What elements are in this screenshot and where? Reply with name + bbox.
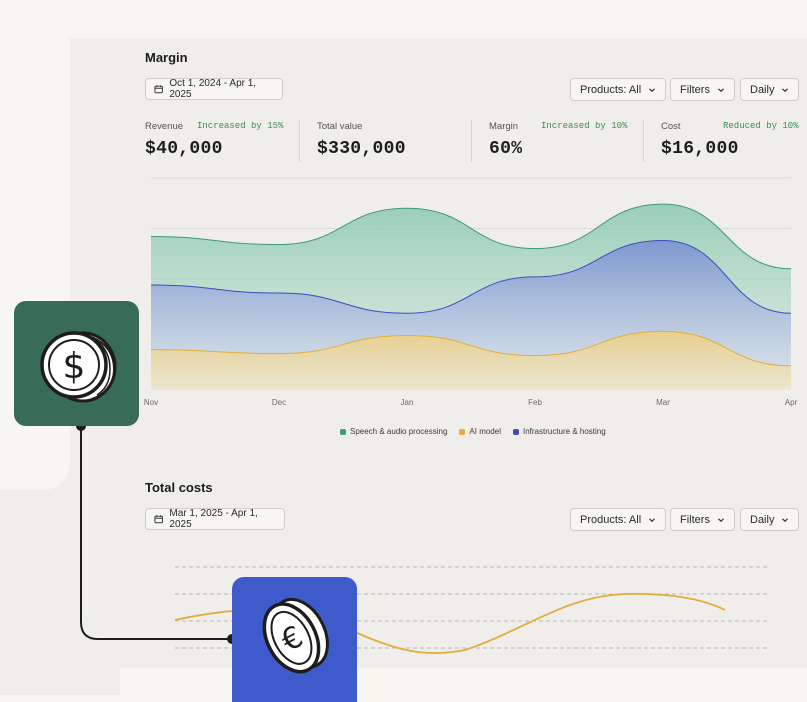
stat-trend: Increased by 15% <box>197 121 284 131</box>
total-costs-title: Total costs <box>145 480 213 495</box>
ai-model-area-line <box>150 330 792 367</box>
stat-label: Cost <box>661 121 681 132</box>
chevron-down-icon <box>718 87 724 92</box>
stat-divider <box>643 120 644 162</box>
chevron-down-icon <box>782 517 789 522</box>
legend-item-speech: Speech & audio processing <box>340 427 447 436</box>
euro-coin-tile: € <box>232 577 357 702</box>
x-tick-label: Nov <box>143 398 159 407</box>
margin-date-range-label: Oct 1, 2024 - Apr 1, 2025 <box>169 78 257 100</box>
stat-total-value: Total value $330,000 <box>317 121 462 166</box>
costs-interval-dropdown[interactable]: Daily <box>740 508 800 531</box>
chevron-down-icon <box>782 87 789 92</box>
stat-label: Revenue <box>145 121 184 132</box>
costs-date-range-button[interactable]: Mar 1, 2025 - Apr 1, 2025 <box>145 508 285 530</box>
stat-cost: Cost Reduced by 10% $16,000 <box>661 121 801 166</box>
stat-value: $16,000 <box>661 139 739 159</box>
margin-title: Margin <box>145 50 188 65</box>
stat-value: $330,000 <box>317 139 406 159</box>
margin-filters-label: Filters <box>680 83 710 96</box>
x-tick-label: Dec <box>271 398 287 407</box>
chart-series <box>150 203 792 390</box>
chevron-down-icon <box>649 87 656 92</box>
x-tick-label: Apr <box>784 398 798 407</box>
margin-products-dropdown[interactable]: Products: All <box>570 78 667 101</box>
dollar-coin-tile: $ <box>14 301 139 426</box>
chevron-down-icon <box>649 517 656 522</box>
legend-swatch <box>340 428 346 435</box>
euro-coin-icon: € <box>262 597 329 673</box>
margin-interval-dropdown[interactable]: Daily <box>740 78 800 101</box>
margin-products-label: Products: All <box>580 83 642 96</box>
legend-label: Infrastructure & hosting <box>522 427 606 436</box>
stat-divider <box>471 120 472 162</box>
legend-label: Speech & audio processing <box>350 427 448 436</box>
total-costs-line-chart <box>174 566 770 654</box>
chart-legend: Speech & audio processing AI model Infra… <box>340 427 606 436</box>
infrastructure-area-line <box>150 240 792 314</box>
chevron-down-icon <box>718 517 724 522</box>
stat-value: $40,000 <box>145 139 223 159</box>
costs-filters-dropdown[interactable]: Filters <box>670 508 735 531</box>
x-tick-label: Mar <box>656 398 670 407</box>
x-tick-label: Feb <box>528 398 542 407</box>
legend-swatch <box>459 428 466 435</box>
stat-trend: Reduced by 10% <box>723 121 799 131</box>
calendar-icon <box>154 85 163 94</box>
legend-swatch <box>512 428 519 435</box>
x-tick-label: Jan <box>400 398 414 407</box>
speech-audio-area-line <box>150 203 792 270</box>
stat-label: Total value <box>317 121 363 132</box>
stat-trend: Increased by 10% <box>541 121 628 131</box>
stat-divider <box>299 120 300 162</box>
stat-margin: Margin Increased by 10% 60% <box>489 121 634 166</box>
margin-filters-dropdown[interactable]: Filters <box>670 78 735 101</box>
costs-products-label: Products: All <box>580 513 642 526</box>
stat-revenue: Revenue Increased by 15% $40,000 <box>145 121 290 166</box>
margin-interval-label: Daily <box>750 83 775 96</box>
costs-interval-label: Daily <box>750 513 775 526</box>
stat-label: Margin <box>489 121 519 132</box>
ai-model-area-fill <box>151 331 791 390</box>
calendar-icon <box>154 515 163 524</box>
stat-value: 60% <box>489 139 523 159</box>
costs-products-dropdown[interactable]: Products: All <box>570 508 667 531</box>
margin-date-range-button[interactable]: Oct 1, 2024 - Apr 1, 2025 <box>145 78 283 100</box>
costs-date-range-label: Mar 1, 2025 - Apr 1, 2025 <box>169 508 258 530</box>
legend-label: AI model <box>469 427 501 436</box>
legend-item-infrastructure: Infrastructure & hosting <box>512 427 606 436</box>
svg-text:$: $ <box>62 346 85 387</box>
legend-item-ai-model: AI model <box>459 427 501 436</box>
dollar-coin-icon: $ <box>39 330 116 402</box>
margin-area-chart <box>150 177 792 390</box>
costs-filters-label: Filters <box>680 513 710 526</box>
